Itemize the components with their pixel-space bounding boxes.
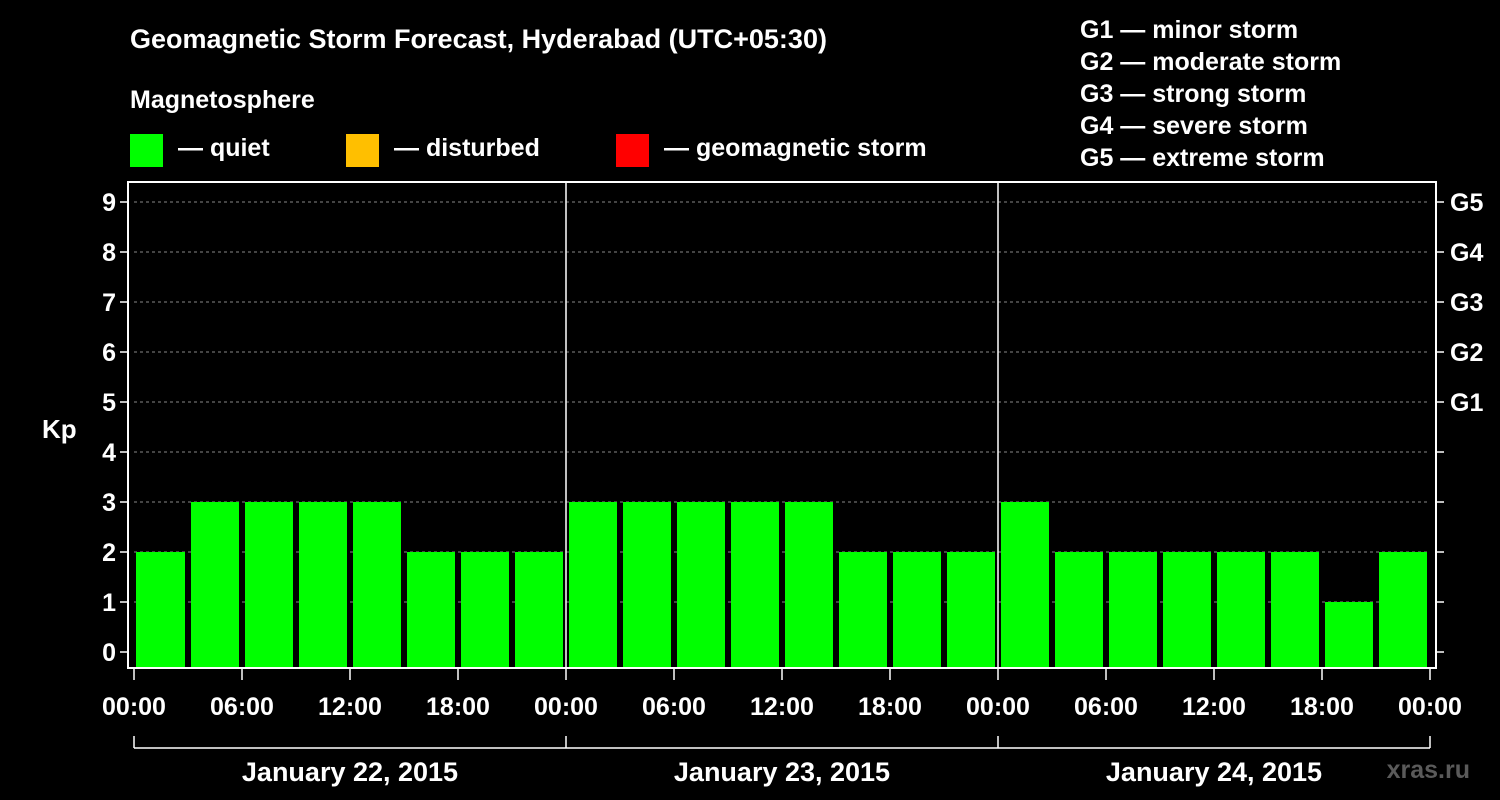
kp-bar (407, 552, 455, 668)
kp-bar (1325, 602, 1373, 668)
kp-bar (623, 502, 671, 668)
storm-scale-legend: G1 — minor storm G2 — moderate storm G3 … (1080, 14, 1341, 174)
day-label: January 24, 2015 (1106, 757, 1322, 787)
y-tick-label: 8 (102, 239, 116, 267)
x-tick-label: 18:00 (858, 693, 922, 721)
kp-bar (191, 502, 239, 668)
x-tick-label: 00:00 (1398, 693, 1462, 721)
legend-quiet-swatch (130, 134, 163, 167)
storm-scale-g1: G1 — minor storm (1080, 16, 1299, 44)
kp-bar (1217, 552, 1265, 668)
g-level-label: G4 (1450, 239, 1483, 267)
kp-bar (245, 502, 293, 668)
x-tick-label: 00:00 (966, 693, 1030, 721)
kp-bar (136, 552, 185, 668)
y-tick-label: 6 (102, 339, 116, 367)
y-tick-label: 0 (102, 639, 116, 667)
kp-bar (731, 502, 779, 668)
kp-bar (1109, 552, 1157, 668)
g-level-label: G2 (1450, 339, 1483, 367)
g-level-label: G3 (1450, 289, 1483, 317)
kp-bar (1163, 552, 1211, 668)
x-tick-label: 06:00 (210, 693, 274, 721)
y-tick-label: 9 (102, 189, 116, 217)
watermark: xras.ru (1386, 756, 1470, 784)
x-tick-label: 18:00 (1290, 693, 1354, 721)
y-tick-label: 5 (102, 389, 116, 417)
storm-scale-g2: G2 — moderate storm (1080, 48, 1342, 76)
kp-bar (1001, 502, 1049, 668)
day-label: January 22, 2015 (242, 757, 458, 787)
day-label: January 23, 2015 (674, 757, 890, 787)
legend-quiet-label: — quiet (178, 134, 270, 162)
kp-bar (461, 552, 509, 668)
kp-bar (569, 502, 617, 668)
kp-bar (1379, 552, 1427, 668)
g-level-label: G1 (1450, 389, 1483, 417)
legend-storm-label: — geomagnetic storm (664, 134, 927, 162)
legend-storm-swatch (616, 134, 649, 167)
y-tick-label: 4 (102, 439, 116, 467)
storm-scale-g3: G3 — strong storm (1080, 80, 1307, 108)
kp-bar (839, 552, 887, 668)
kp-bar (785, 502, 833, 668)
chart-title: Geomagnetic Storm Forecast, Hyderabad (U… (130, 24, 827, 54)
y-tick-label: 2 (102, 539, 116, 567)
kp-bar (1271, 552, 1319, 668)
storm-scale-g5: G5 — extreme storm (1080, 144, 1325, 172)
kp-bar (299, 502, 347, 668)
kp-bar (515, 552, 563, 668)
x-tick-label: 00:00 (534, 693, 598, 721)
y-tick-label: 1 (102, 589, 116, 617)
x-tick-label: 00:00 (102, 693, 166, 721)
kp-bar (893, 552, 941, 668)
y-tick-label: 7 (102, 289, 116, 317)
x-tick-label: 12:00 (750, 693, 814, 721)
legend-disturbed-label: — disturbed (394, 134, 540, 162)
g-level-label: G5 (1450, 189, 1483, 217)
x-tick-label: 18:00 (426, 693, 490, 721)
y-axis-label: Kp (42, 414, 77, 444)
y-tick-label: 3 (102, 489, 116, 517)
kp-bar (353, 502, 401, 668)
x-tick-label: 12:00 (1182, 693, 1246, 721)
legend-disturbed-swatch (346, 134, 379, 167)
kp-bar (677, 502, 725, 668)
x-tick-label: 06:00 (642, 693, 706, 721)
kp-bar (947, 552, 995, 668)
x-tick-label: 06:00 (1074, 693, 1138, 721)
magnetosphere-label: Magnetosphere (130, 86, 315, 114)
storm-scale-g4: G4 — severe storm (1080, 112, 1308, 140)
kp-bar (1055, 552, 1103, 668)
x-tick-label: 12:00 (318, 693, 382, 721)
